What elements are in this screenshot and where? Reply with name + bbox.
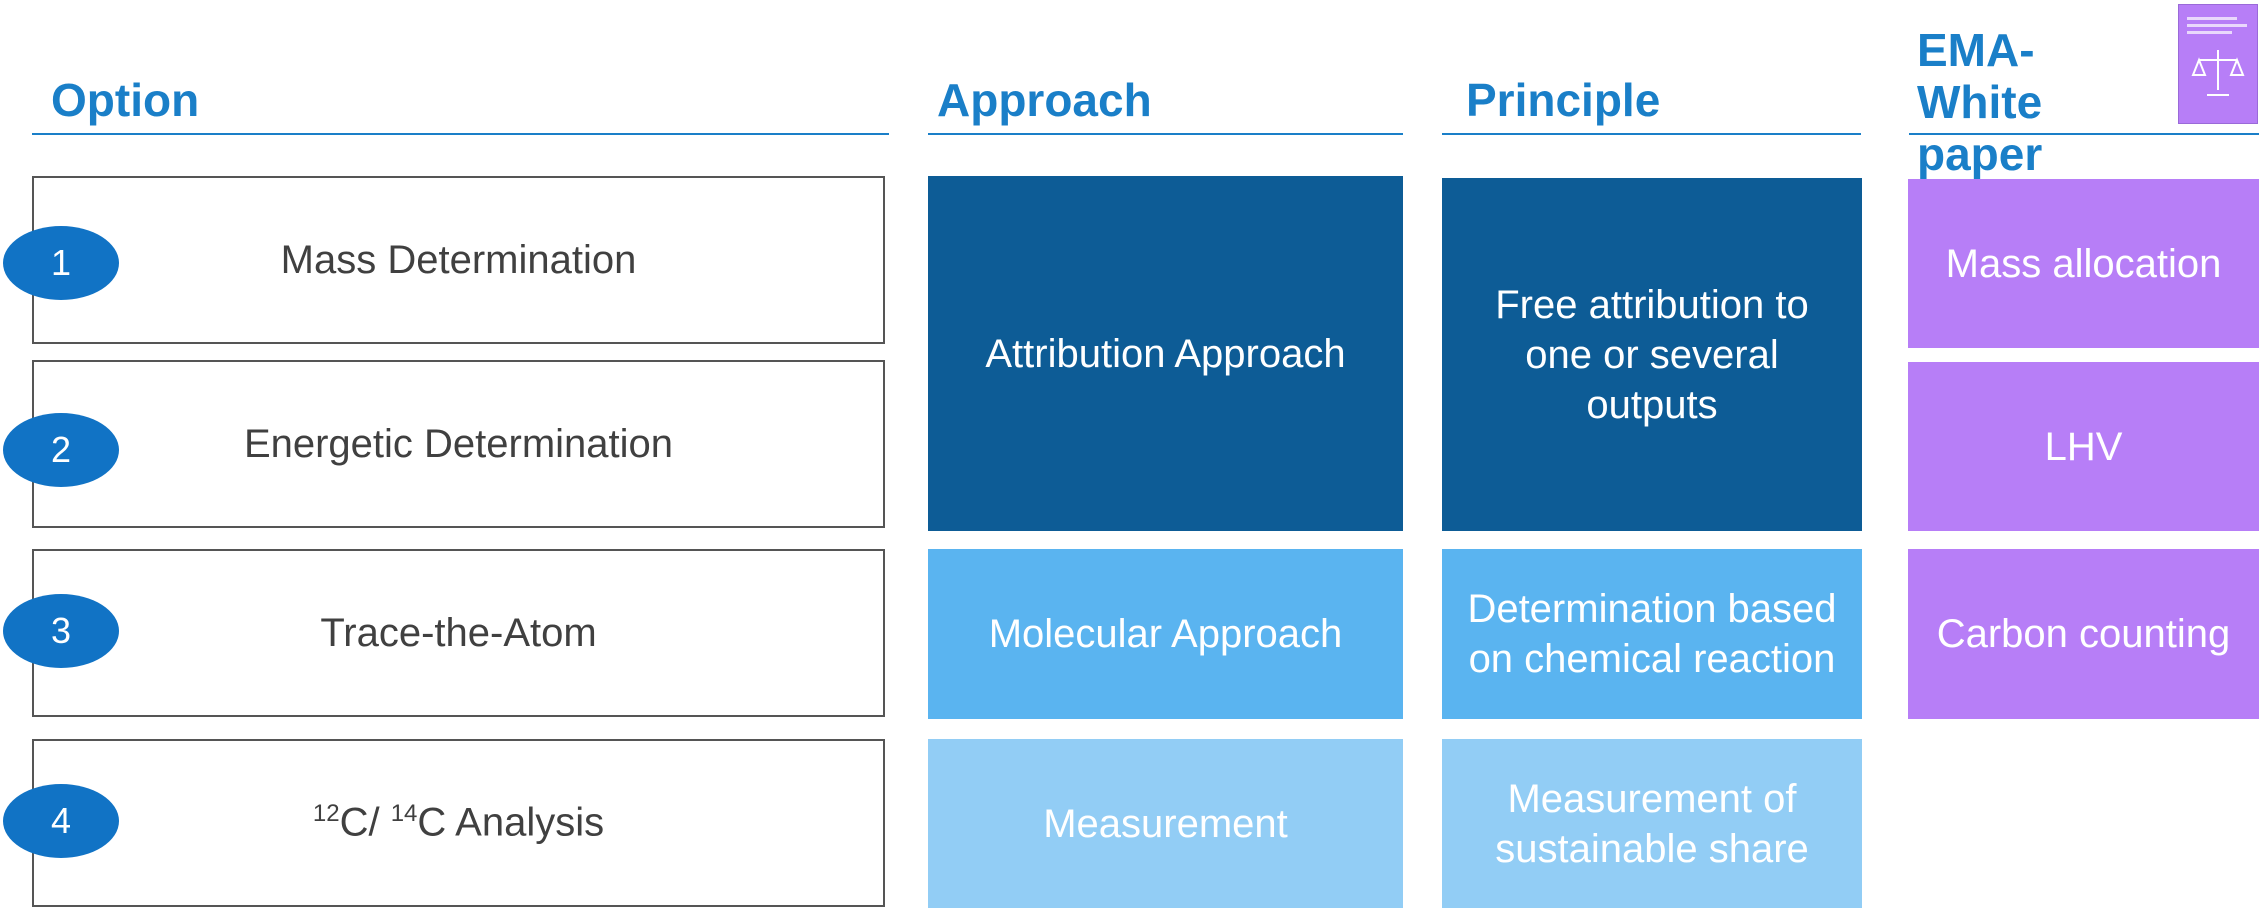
white-paper-thumbnail [2178,4,2258,124]
header-option: Option [51,74,200,126]
header-principle: Principle [1466,74,1661,126]
principle-block: Determination based on chemical reaction [1442,549,1862,719]
superscript: 12 [312,800,340,828]
header-approach: Approach [937,74,1152,126]
ema-block: Mass allocation [1908,179,2259,348]
approach-block: Attribution Approach [928,176,1403,531]
ema-block: LHV [1908,362,2259,531]
label-part: C Analysis [417,800,605,845]
header-rule [32,133,889,135]
header-ema: EMA- White paper [1917,24,2043,180]
option-label: Energetic Determination [243,421,674,466]
option-box: Mass Determination [32,176,885,344]
option-box: Energetic Determination [32,360,885,528]
ema-block: Carbon counting [1908,549,2259,719]
option-label: Mass Determination [280,237,637,282]
option-number: 2 [3,413,119,487]
label-part: C/ [339,800,391,845]
principle-block: Free attribution to one or several outpu… [1442,178,1862,531]
approach-block: Molecular Approach [928,549,1403,719]
option-number: 3 [3,594,119,668]
header-rule [1909,133,2259,135]
approach-block: Measurement [928,739,1403,908]
option-box: Trace-the-Atom [32,549,885,717]
option-number: 4 [3,784,119,858]
header-rule [1442,133,1861,135]
option-number: 1 [3,226,119,300]
option-label: 12C/ 14C Analysis [313,800,604,845]
option-label: Trace-the-Atom [320,610,597,655]
option-box: 12C/ 14C Analysis [32,739,885,907]
thumbnail-art [2187,17,2247,96]
superscript: 14 [390,800,418,828]
header-rule [928,133,1403,135]
principle-block: Measurement of sustainable share [1442,739,1862,908]
